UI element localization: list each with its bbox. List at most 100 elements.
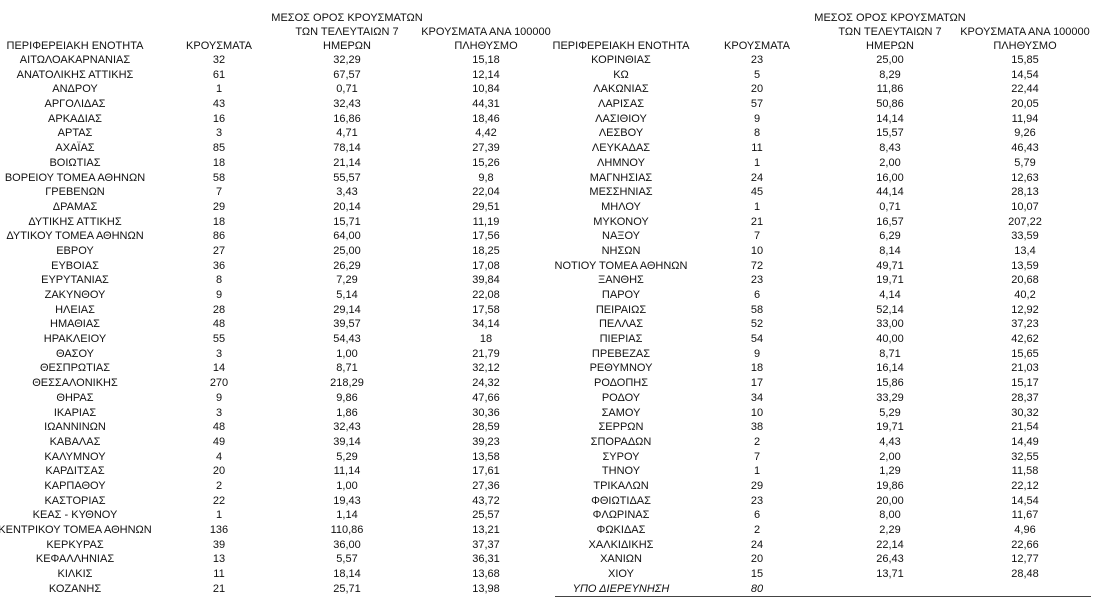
cases-per-100k: 42,62 [1011, 333, 1039, 346]
cases: 85 [212, 142, 226, 155]
cases-per-100k: 13,4 [1014, 244, 1036, 257]
region-name: ΚΑΡΠΑΘΟΥ [44, 480, 106, 492]
cases: 24 [750, 538, 764, 551]
avg-7-days: 14,14 [876, 112, 904, 125]
cases-per-100k: 22,44 [1011, 83, 1039, 96]
region-name: ΚΕΝΤΡΙΚΟΥ ΤΟΜΕΑ ΑΘΗΝΩΝ [0, 524, 152, 537]
region-name: ΛΗΜΝΟΥ [597, 156, 645, 169]
avg-7-days: 1,29 [879, 465, 901, 478]
cases-per-100k: 22,12 [1011, 480, 1039, 492]
avg-7-days: 18,14 [333, 568, 361, 581]
region-name: ΚΟΡΙΝΘΙΑΣ [591, 54, 651, 66]
avg-7-days: 1,86 [336, 406, 358, 419]
cases-per-100k: 15,85 [1011, 54, 1039, 66]
cases: 52 [750, 318, 764, 331]
cases-per-100k: 12,92 [1011, 303, 1039, 316]
cases-per-100k: 47,66 [472, 391, 500, 404]
cases-per-100k: 28,59 [472, 421, 500, 434]
region-name: ΚΩ [613, 68, 629, 81]
cases-per-100k: 11,19 [472, 215, 500, 228]
region-name: ΚΑΛΥΜΝΟΥ [44, 450, 106, 463]
region-name: ΚΑΣΤΟΡΙΑΣ [44, 494, 106, 507]
avg-7-days: 16,86 [333, 112, 361, 125]
cases-per-100k: 22,66 [1011, 538, 1039, 551]
region-name: ΚΕΡΚΥΡΑΣ [46, 538, 104, 551]
avg-7-days: 16,57 [876, 215, 904, 228]
avg-7-days: 64,00 [333, 230, 361, 243]
region-name: ΒΟΙΩΤΙΑΣ [49, 156, 101, 169]
cases: 21 [212, 582, 226, 595]
avg-7-days: 218,29 [330, 377, 364, 390]
region-name: ΗΡΑΚΛΕΙΟΥ [43, 333, 107, 346]
region-name: ΠΙΕΡΙΑΣ [599, 333, 643, 346]
avg-7-days: 5,14 [336, 289, 358, 302]
cases-per-100k: 11,94 [1011, 112, 1039, 125]
region-name: ΛΕΣΒΟΥ [598, 127, 644, 140]
cases: 1 [753, 465, 761, 478]
cases-per-100k: 10,07 [1011, 200, 1039, 213]
avg-7-days: 29,14 [333, 303, 361, 316]
cases: 57 [750, 98, 764, 111]
region-name: ΗΛΕΙΑΣ [55, 303, 95, 316]
avg-7-days: 15,57 [876, 127, 904, 140]
header-avg-7-days: ΜΕΣΟΣ ΟΡΟΣ ΚΡΟΥΣΜΑΤΩΝ ΤΩΝ ΤΕΛΕΥΤΑΙΩΝ 7 Η… [814, 12, 966, 52]
cases-per-100k: 44,31 [472, 98, 500, 111]
region-name: ΤΗΝΟΥ [601, 465, 641, 478]
cases-per-100k: 20,05 [1011, 98, 1039, 111]
cases: 2 [753, 435, 761, 448]
avg-7-days: 11,14 [333, 465, 361, 478]
cases: 45 [750, 186, 764, 199]
cases: 136 [209, 524, 229, 537]
avg-7-days: 8,71 [336, 362, 358, 375]
cases-per-100k: 30,36 [472, 406, 500, 419]
region-name: ΔΡΑΜΑΣ [52, 200, 98, 213]
header-cases: ΚΡΟΥΣΜΑΤΑ [724, 40, 790, 52]
avg-7-days: 6,29 [879, 230, 901, 243]
avg-7-days: 19,71 [876, 274, 904, 287]
avg-7-days: 2,29 [879, 524, 901, 537]
cases-per-100k: 5,79 [1014, 156, 1036, 169]
cases: 7 [753, 230, 761, 243]
cases-per-100k: 13,59 [1011, 259, 1039, 272]
avg-7-days: 32,43 [333, 421, 361, 434]
cases: 20 [750, 83, 764, 96]
cases: 8 [753, 127, 761, 140]
cases-per-100k: 13,58 [472, 450, 500, 463]
cases: 72 [750, 259, 764, 272]
cases: 23 [750, 54, 764, 66]
region-name: ΚΕΦΑΛΛΗΝΙΑΣ [35, 553, 115, 566]
region-name: ΘΑΣΟΥ [55, 347, 95, 360]
region-name: ΦΛΩΡΙΝΑΣ [592, 509, 650, 522]
cases: 61 [212, 68, 226, 81]
avg-7-days: 54,43 [333, 333, 361, 346]
cases: 3 [215, 347, 223, 360]
cases: 21 [750, 215, 764, 228]
bottom-rule [555, 596, 1091, 597]
avg-7-days: 25,00 [876, 54, 904, 66]
avg-7-days: 49,71 [876, 259, 904, 272]
cases-per-100k: 13,21 [472, 524, 500, 537]
cases-per-100k: 22,04 [472, 186, 500, 199]
cases: 29 [750, 480, 764, 492]
cases: 3 [215, 406, 223, 419]
region-name: ΠΡΕΒΕΖΑΣ [591, 347, 651, 360]
cases: 18 [750, 362, 764, 375]
avg-7-days: 32,29 [333, 54, 361, 66]
cases-per-100k: 12,77 [1011, 553, 1039, 566]
cases-per-100k: 37,23 [1011, 318, 1039, 331]
region-name: ΣΑΜΟΥ [601, 406, 641, 419]
region-name: ΑΧΑΪΑΣ [55, 142, 95, 155]
avg-7-days: 3,43 [336, 186, 358, 199]
region-name: ΜΗΛΟΥ [601, 200, 641, 213]
avg-7-days: 52,14 [876, 303, 904, 316]
region-name: ΕΥΒΟΙΑΣ [51, 259, 99, 272]
cases-per-100k: 21,79 [472, 347, 500, 360]
region-name: ΚΟΖΑΝΗΣ [48, 582, 102, 595]
cases: 17 [750, 377, 764, 390]
avg-7-days: 0,71 [336, 83, 358, 96]
cases-per-100k: 207,22 [1008, 215, 1042, 228]
cases: 36 [212, 259, 226, 272]
cases-per-100k: 22,08 [472, 289, 500, 302]
header-region-name: ΠΕΡΙΦΕΡΕΙΑΚΗ ΕΝΟΤΗΤΑ [6, 40, 144, 52]
